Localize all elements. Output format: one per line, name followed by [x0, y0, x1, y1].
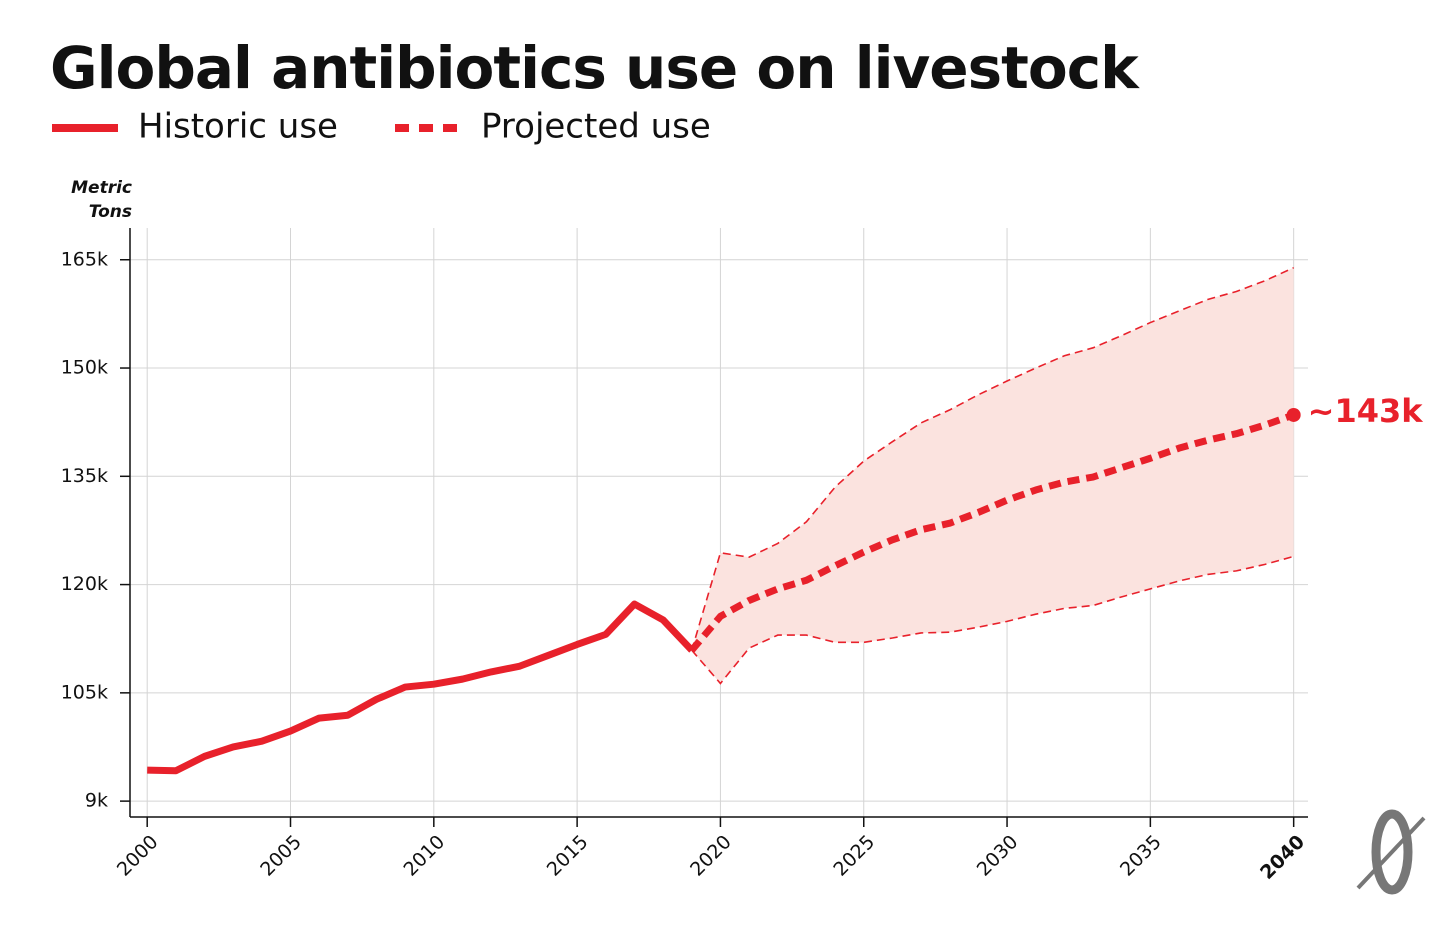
series-line [689, 411, 1295, 653]
x-tick-label: 2040 [1256, 831, 1309, 884]
y-tick-label: 135k [61, 465, 108, 487]
y-tick-label: 150k [61, 357, 108, 379]
x-tick-label: 2010 [399, 831, 449, 881]
series-line [147, 600, 695, 775]
x-tick-label: 2035 [1116, 831, 1166, 881]
x-tick-label: 2030 [973, 831, 1023, 881]
y-axis-label: Metric [71, 178, 132, 198]
y-tick-label: 120k [61, 573, 108, 595]
x-tick-label: 2025 [829, 831, 879, 881]
annotation-label: ~143k [1308, 392, 1424, 430]
legend-label: Historic use [138, 107, 338, 147]
chart-title: Global antibiotics use on livestock [50, 34, 1140, 102]
band-lower-line [691, 555, 1294, 685]
band-upper-line [691, 266, 1295, 651]
x-tick-label: 2005 [256, 831, 306, 881]
logo-ring [1371, 809, 1413, 895]
y-tick-label: 9k [85, 790, 108, 812]
legend-label: Projected use [481, 107, 711, 147]
x-tick-label: 2015 [543, 831, 593, 881]
y-tick-label: 165k [61, 248, 108, 270]
x-tick-label: 2020 [686, 831, 736, 881]
annotation-point [1286, 407, 1301, 422]
logo [1356, 809, 1426, 895]
x-tick-label: 2000 [113, 831, 163, 881]
y-tick-label: 105k [61, 681, 108, 703]
uncertainty-band [691, 267, 1294, 684]
y-axis-label: Tons [89, 202, 132, 222]
logo-slash [1356, 816, 1426, 890]
